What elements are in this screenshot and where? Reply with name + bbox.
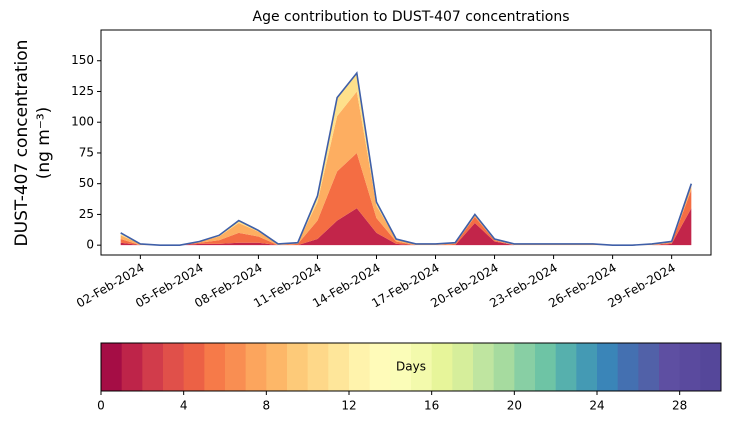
colorbar-swatch [452,343,474,391]
plot-frame [100,29,712,256]
age-area [120,152,692,246]
colorbar-swatch [163,343,185,391]
y-tick-label: 75 [79,145,94,159]
colorbar-swatch [266,343,288,391]
y-tick-label: 50 [79,176,94,190]
colorbar-swatch [411,343,433,391]
colorbar-label: Days [396,360,426,374]
y-tick-label: 125 [71,84,94,98]
colorbar-swatch [659,343,681,391]
colorbar-swatch [142,343,164,391]
colorbar-swatch [225,343,247,391]
colorbar-tick-label: 28 [672,399,687,413]
colorbar-tick-label: 20 [507,399,522,413]
y-tick-label: 25 [79,207,94,221]
colorbar-tick-label: 16 [424,399,439,413]
colorbar-swatch [307,343,329,391]
colorbar-swatch [514,343,536,391]
colorbar-swatch [204,343,226,391]
colorbar-swatch [638,343,660,391]
colorbar-swatch [328,343,350,391]
y-axis-label: (ng m⁻³) [34,107,54,180]
colorbar-swatch [349,343,371,391]
colorbar-swatch [431,343,453,391]
age-area [120,91,692,246]
colorbar-swatch [535,343,557,391]
y-tick-label: 0 [86,238,94,252]
colorbar-swatch [183,343,205,391]
colorbar-swatch [245,343,267,391]
x-tick-label: 29-Feb-2024 [605,261,678,311]
colorbar-tick-label: 0 [97,399,105,413]
colorbar-frame [100,342,722,392]
colorbar-tick-label: 8 [263,399,271,413]
colorbar-swatch [576,343,598,391]
colorbar-tick-label: 4 [180,399,188,413]
colorbar-swatch [101,343,123,391]
colorbar-swatch [679,343,701,391]
colorbar-swatch [555,343,577,391]
y-axis-label: DUST-407 concentration [12,40,32,247]
colorbar-tick-label: 12 [341,399,356,413]
colorbar-swatch [597,343,619,391]
colorbar-swatch [493,343,515,391]
colorbar-swatch [390,343,412,391]
total-line [120,71,693,246]
colorbar-swatch [617,343,639,391]
colorbar-swatch [369,343,391,391]
colorbar-swatch [287,343,309,391]
colorbar-swatch [473,343,495,391]
colorbar-tick-label: 24 [589,399,604,413]
y-tick-label: 150 [71,53,94,67]
colorbar-swatch [121,343,143,391]
colorbar-swatch [700,343,722,391]
age-area [120,73,692,246]
chart-title: Age contribution to DUST-407 concentrati… [253,9,570,25]
y-tick-label: 100 [71,115,94,129]
